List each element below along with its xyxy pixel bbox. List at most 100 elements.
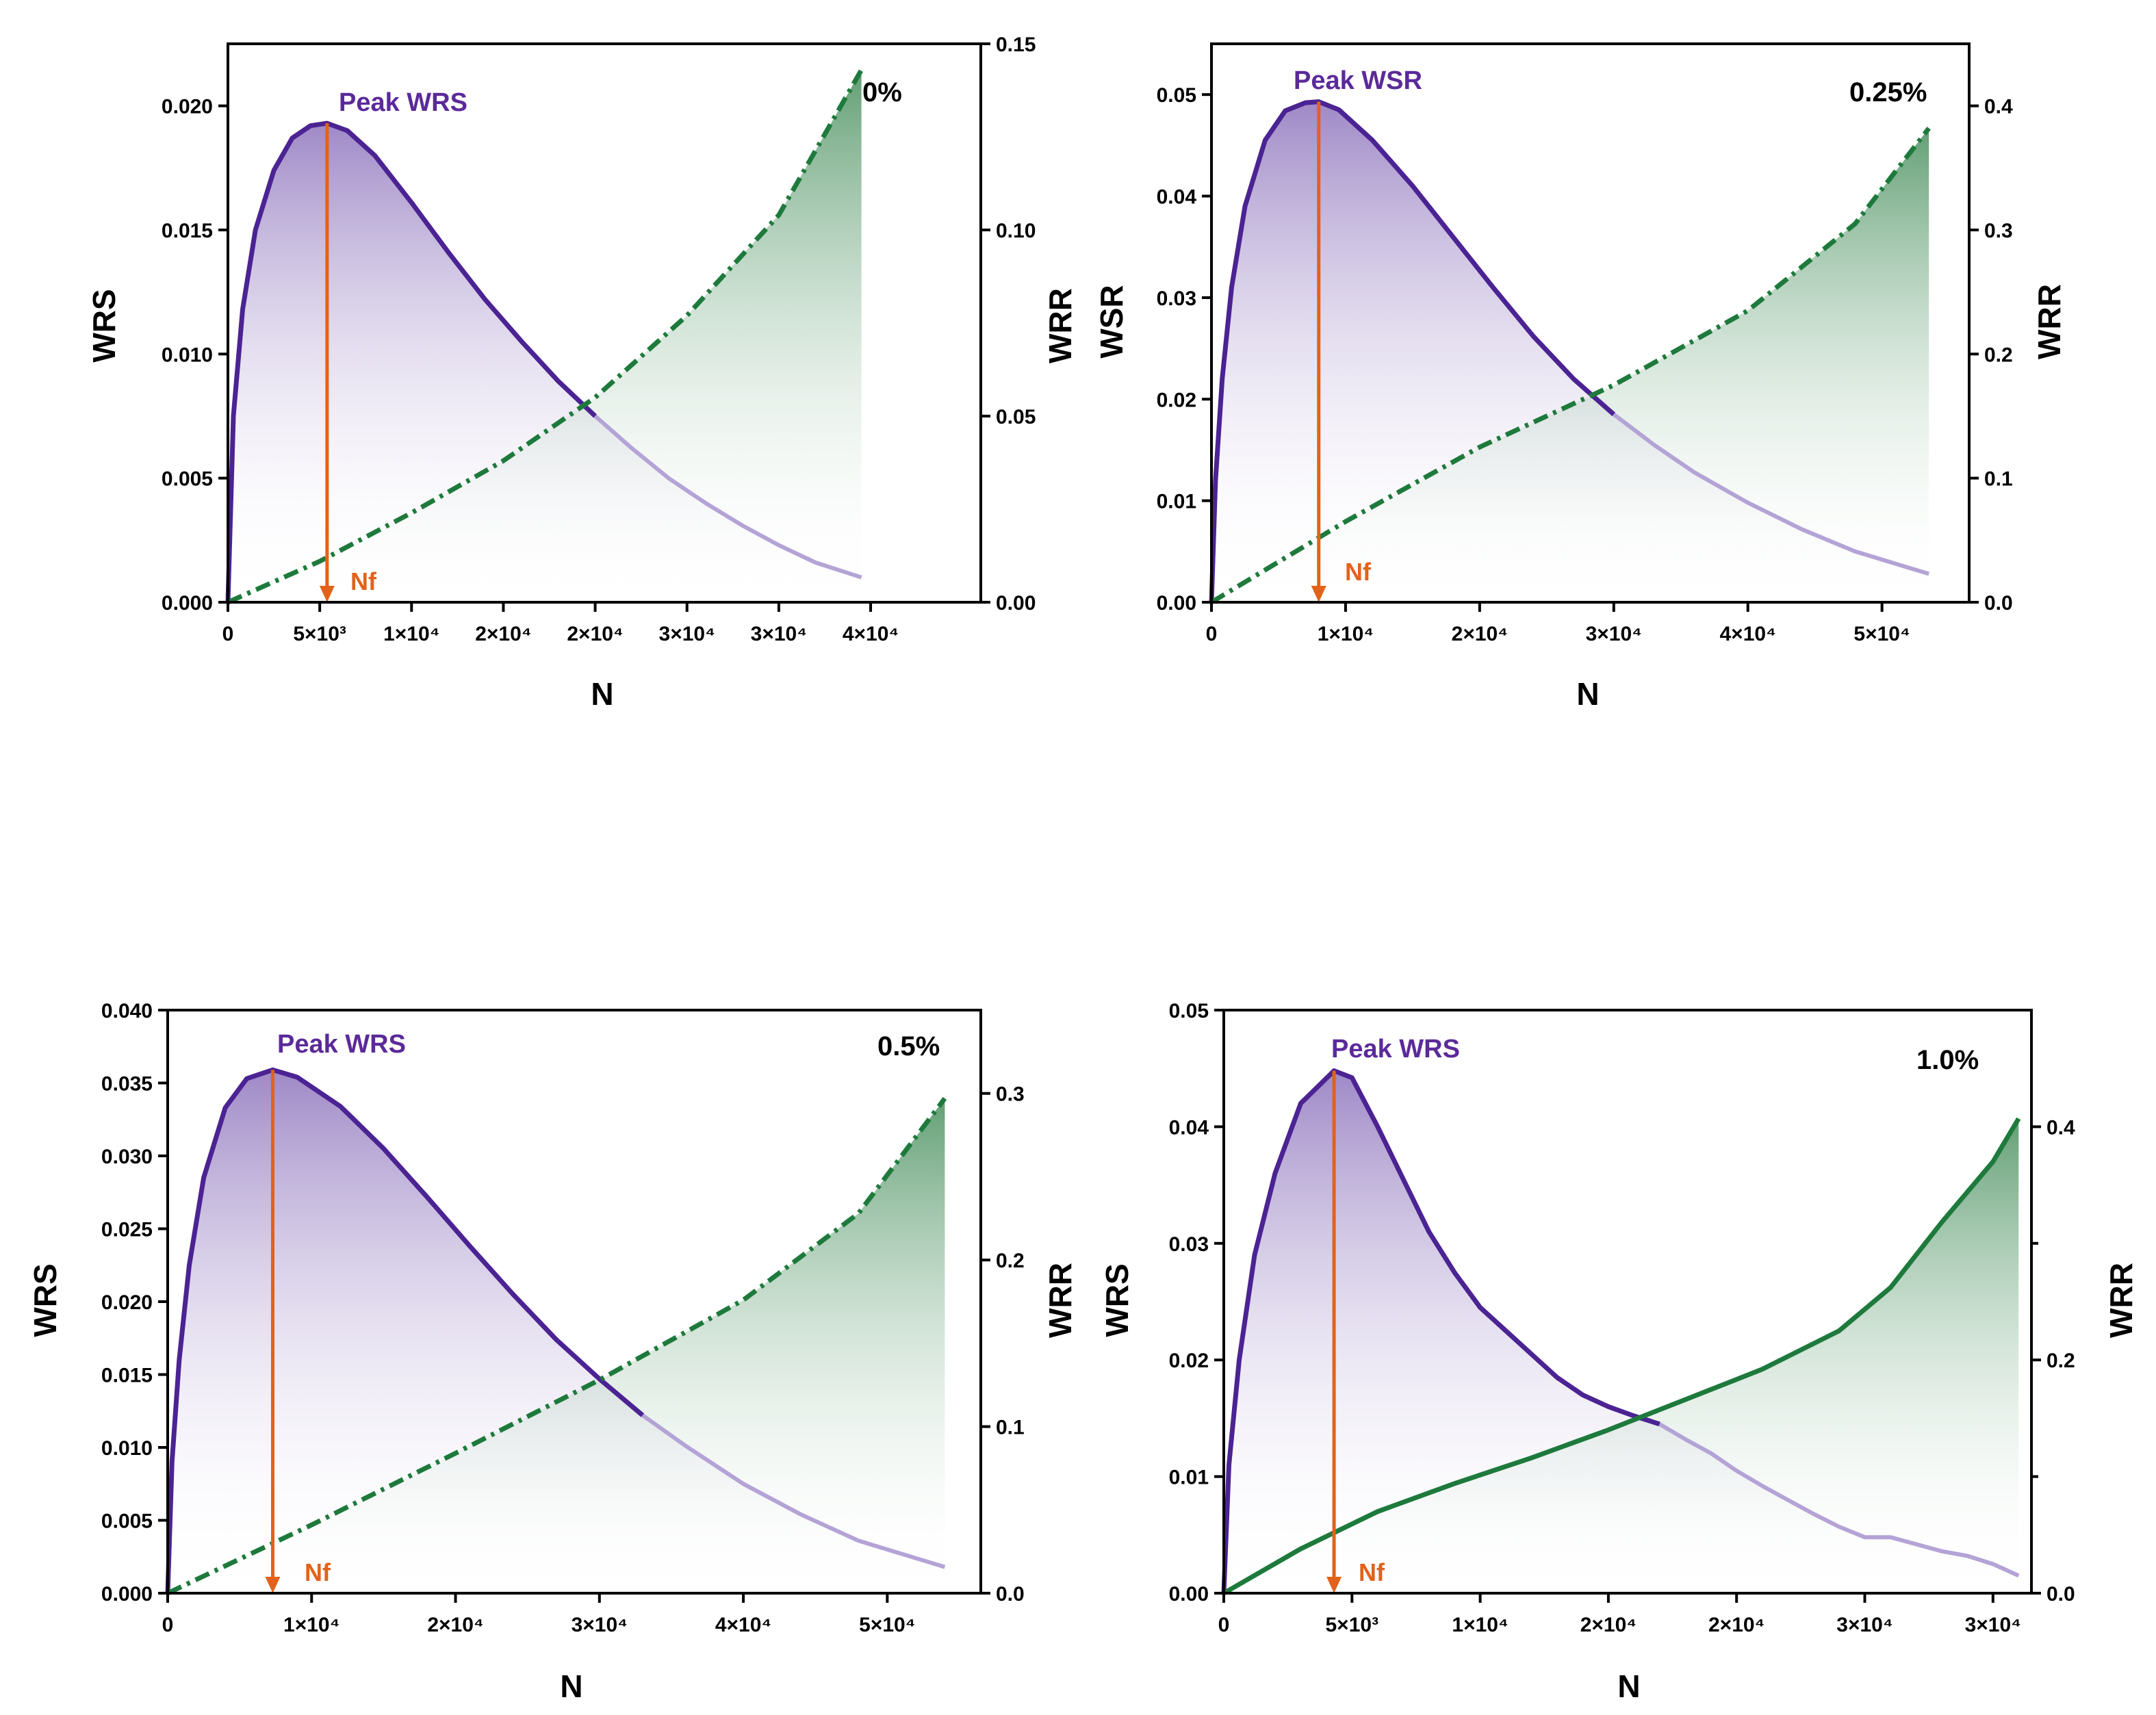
y-right-tick-label: 0.2 <box>996 1250 1025 1272</box>
y-right-tick-label: 0.3 <box>996 1083 1025 1106</box>
y-left-tick-label: 0.03 <box>1169 1233 1209 1256</box>
y-left-tick-label: 0.005 <box>101 1510 153 1533</box>
y-right-tick-label: 0.00 <box>996 592 1036 615</box>
wrr-area-fill <box>1211 128 1929 603</box>
y-right-tick-label: 0.1 <box>1984 468 2013 491</box>
x-tick-label: 1×10⁴ <box>1318 623 1374 645</box>
y-right-tick-label: 0.4 <box>1984 96 2013 118</box>
nf-arrow-head <box>1311 586 1326 602</box>
y-left-tick-label: 0.03 <box>1157 287 1196 310</box>
y-left-axis-title: WRS <box>86 289 122 362</box>
x-tick-label: 2×10⁴ <box>1708 1614 1764 1636</box>
x-tick-label: 5×10³ <box>293 623 346 645</box>
y-right-tick-label: 0.1 <box>996 1417 1025 1439</box>
y-right-tick-label: 0.0 <box>996 1583 1025 1606</box>
x-axis-title: N <box>1617 1668 1640 1704</box>
y-left-tick-label: 0.05 <box>1157 84 1196 107</box>
wrr-line <box>227 68 864 605</box>
y-right-axis-title: WRR <box>1042 1263 1078 1338</box>
x-tick-label: 2×10⁴ <box>567 623 623 645</box>
plot-frame <box>227 42 982 604</box>
plot-area: 0 1×10⁴ 2×10⁴ 3×10⁴ 4×10⁴ 5×10⁴ 0.00 0.01 0.02 0.… <box>1157 42 2013 645</box>
x-tick-label: 0 <box>1218 1614 1230 1636</box>
nf-label: Nf <box>305 1558 331 1586</box>
wrs-area-fill <box>1224 1070 2019 1593</box>
x-tick-label: 5×10⁴ <box>1853 623 1910 645</box>
y-left-tick-label: 0.005 <box>162 468 213 491</box>
peak-label: Peak WRS <box>277 1030 406 1059</box>
y-right-tick-label: 0.2 <box>1984 344 2013 366</box>
nf-arrow-head <box>319 586 335 602</box>
x-axis-title: N <box>591 676 613 712</box>
x-tick-label: 2×10⁴ <box>427 1614 483 1636</box>
nf-label: Nf <box>1345 558 1372 586</box>
y-left-tick-label: 0.02 <box>1169 1350 1209 1372</box>
x-axis-title: N <box>560 1668 582 1704</box>
x-tick-label: 2×10⁴ <box>475 623 531 645</box>
wrs-area-fill <box>228 123 862 603</box>
wrs-line-tail <box>593 414 862 580</box>
y-right-tick-label: 0.10 <box>996 220 1036 242</box>
y-right-tick-label: 0.05 <box>996 406 1036 428</box>
wrr-area-fill <box>1224 1118 2019 1593</box>
plot-area: 0 5×10³ 1×10⁴ 2×10⁴ 2×10⁴ 3×10⁴ 3×10⁴ 4×10⁴ 0.00… <box>162 34 1036 645</box>
nf-label: Nf <box>350 567 377 595</box>
wrr-area-fill <box>168 1098 945 1593</box>
y-left-tick-label: 0.010 <box>162 344 213 366</box>
wrs-line <box>1221 1068 1660 1594</box>
nf-arrow-head <box>265 1577 281 1593</box>
y-left-tick-label: 0.04 <box>1157 186 1197 209</box>
x-tick-label: 0 <box>162 1614 174 1636</box>
wrs-line-tail <box>1658 1422 2020 1578</box>
y-left-tick-label: 0.010 <box>101 1437 153 1460</box>
y-left-tick-label: 0.035 <box>101 1073 153 1096</box>
x-tick-label: 1×10⁴ <box>283 1614 339 1636</box>
percent-label: 0.5% <box>877 1031 940 1061</box>
y-right-tick-label: 0.4 <box>2046 1116 2075 1139</box>
x-tick-label: 4×10⁴ <box>715 1614 771 1636</box>
panel-bottom-right: 0 5×10³ 1×10⁴ 2×10⁴ 2×10⁴ 3×10⁴ 3×10⁴ 0.00 0.01 0… <box>1099 1000 2139 1704</box>
plot-area: 0 5×10³ 1×10⁴ 2×10⁴ 2×10⁴ 3×10⁴ 3×10⁴ 0.00 0.01 0… <box>1169 1000 2075 1636</box>
wrr-line <box>1222 1117 2021 1596</box>
x-tick-label: 3×10⁴ <box>1965 1614 2021 1636</box>
wrs-line <box>165 1067 645 1594</box>
wrr-line <box>1210 127 1931 604</box>
x-tick-label: 3×10⁴ <box>1836 1614 1892 1636</box>
y-left-tick-label: 0.000 <box>101 1583 153 1606</box>
x-tick-label: 5×10³ <box>1326 1614 1379 1636</box>
y-left-tick-label: 0.02 <box>1157 389 1196 411</box>
y-left-tick-label: 0.000 <box>162 592 213 615</box>
x-tick-label: 1×10⁴ <box>383 623 439 645</box>
y-left-tick-label: 0.040 <box>101 1000 153 1022</box>
x-tick-label: 0 <box>1206 623 1218 645</box>
x-tick-label: 3×10⁴ <box>751 623 807 645</box>
y-right-tick-label: 0.0 <box>1984 592 2013 615</box>
wrs-line <box>225 120 598 603</box>
x-tick-label: 2×10⁴ <box>1580 1614 1637 1636</box>
panel-top-left: 0 5×10³ 1×10⁴ 2×10⁴ 2×10⁴ 3×10⁴ 3×10⁴ 4×10⁴ 0.00… <box>86 34 1078 712</box>
peak-label: Peak WSR <box>1294 66 1422 95</box>
y-left-tick-label: 0.01 <box>1157 491 1196 513</box>
x-tick-label: 3×10⁴ <box>1586 623 1642 645</box>
y-left-tick-label: 0.015 <box>162 220 213 242</box>
x-tick-label: 5×10⁴ <box>859 1614 915 1636</box>
y-right-tick-label: 0.2 <box>2046 1350 2075 1372</box>
x-axis-title: N <box>1576 676 1599 712</box>
nf-arrow-head <box>1326 1577 1342 1593</box>
y-left-axis-title: WSR <box>1094 285 1129 358</box>
x-tick-label: 4×10⁴ <box>1720 623 1776 645</box>
x-tick-label: 3×10⁴ <box>572 1614 628 1636</box>
wrr-line <box>166 1096 947 1596</box>
nf-label: Nf <box>1359 1558 1385 1586</box>
plot-frame <box>1210 42 1971 604</box>
y-right-tick-label: 0.0 <box>2046 1583 2075 1606</box>
y-left-axis-title: WRS <box>1099 1263 1135 1337</box>
percent-label: 0.25% <box>1849 77 1927 107</box>
plot-area: 0 1×10⁴ 2×10⁴ 3×10⁴ 4×10⁴ 5×10⁴ 0.000 0.005 0.01… <box>101 1000 1025 1636</box>
y-right-axis-title: WRR <box>1042 288 1078 363</box>
y-right-tick-label: 0.3 <box>1984 220 2013 242</box>
y-right-axis-title: WRR <box>2103 1263 2139 1338</box>
y-left-tick-label: 0.015 <box>101 1365 153 1387</box>
x-tick-label: 2×10⁴ <box>1452 623 1508 645</box>
